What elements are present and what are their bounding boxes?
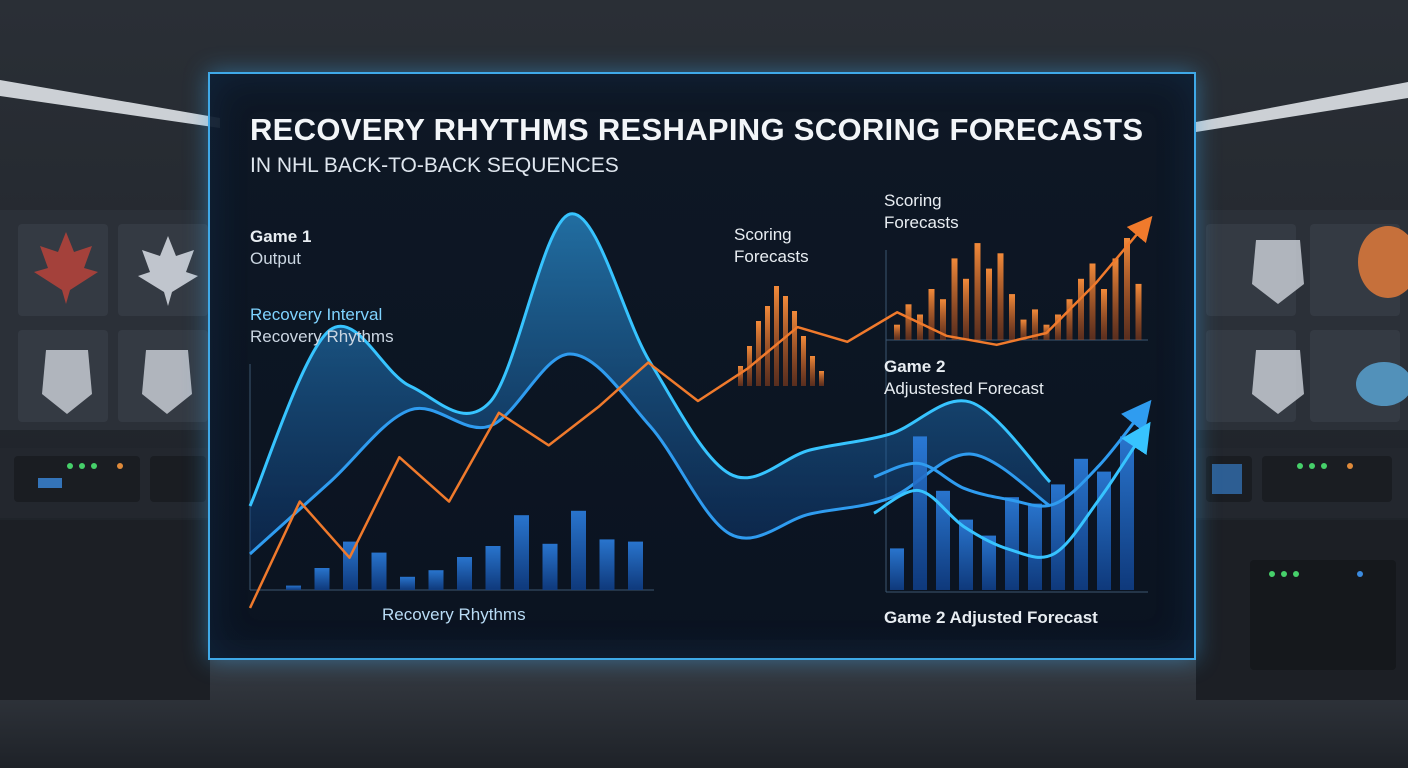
game2-forecast-upper-curve (873, 399, 1152, 508)
game2-forecast-bar (913, 436, 927, 590)
recovery-band-upper-line (248, 212, 1052, 507)
scoring-forecast-mid-bar (801, 336, 806, 386)
recovery-band-area (250, 213, 1050, 554)
scoring-forecast-top-bar (951, 258, 958, 340)
nhl-shield-icon (142, 350, 192, 414)
scoring-forecast-top-bar (917, 314, 923, 340)
label-scoring-mid-1: Scoring (734, 225, 792, 244)
left-logo-wall (0, 210, 210, 700)
label-recovery-interval-title: Recovery Interval (250, 305, 383, 324)
recovery-rhythms-bar (485, 546, 501, 590)
scoring-forecast-mid-bar (738, 366, 743, 386)
label-game2-bottom: Game 2 Adjusted Forecast (884, 607, 1098, 629)
scoring-forecast-mid-bar (756, 321, 761, 386)
scoring-forecast-mid-bar (810, 356, 815, 386)
label-scoring-top-2: Forecasts (884, 213, 959, 232)
game2-forecast-bar (1051, 484, 1065, 590)
recovery-rhythms-bar (428, 570, 444, 590)
label-game1-output: Output (250, 249, 302, 268)
nhl-shield-icon (1252, 350, 1304, 414)
recovery-rhythms-bar (599, 539, 615, 590)
label-game1-title: Game 1 (250, 227, 312, 246)
scoring-forecast-top-bar (1066, 299, 1073, 340)
recovery-rhythms-bar (571, 510, 586, 590)
label-recovery-rhythms-side: Recovery Rhythms (250, 327, 394, 346)
recovery-rhythms-bar (457, 557, 472, 590)
scoring-forecast-top-bar (1135, 283, 1142, 340)
chart-canvas (248, 212, 1153, 609)
recovery-band-lower-line (248, 352, 1051, 556)
nhl-shield-icon (42, 350, 92, 414)
game2-forecast-bar (890, 548, 904, 590)
maple-leaf-icon (34, 232, 98, 304)
label-recovery-interval: Recovery Interval Recovery Rhythms (250, 304, 394, 348)
label-game2-adjusted: Adjustested Forecast (884, 379, 1044, 398)
chart-subtitle: IN NHL BACK-TO-BACK SEQUENCES (250, 154, 619, 177)
scoring-forecast-top-bar (1078, 278, 1084, 340)
right-logo-wall (1196, 210, 1408, 700)
scoring-forecast-top-bar (905, 304, 912, 340)
scoring-forecast-top-bar (1055, 314, 1061, 340)
scoring-forecast-top-bar (1032, 309, 1038, 340)
game2-forecast-bar (1028, 503, 1042, 590)
label-scoring-mid-2: Forecasts (734, 247, 809, 266)
scoring-forecast-top-bar (986, 268, 992, 340)
scoring-forecast-top-bar (1089, 263, 1096, 340)
scoring-forecast-top-bar (974, 243, 981, 340)
scoring-forecast-mid-bar (792, 311, 797, 386)
scoring-forecast-top-bar (1112, 258, 1119, 340)
label-scoring-forecasts-mid: Scoring Forecasts (734, 224, 809, 268)
game2-forecast-bar (1005, 497, 1019, 590)
recovery-rhythms-bar (514, 515, 529, 590)
chart-screen: RECOVERY RHYTHMS RESHAPING SCORING FOREC… (208, 72, 1196, 660)
team-logo-icon (1358, 226, 1408, 298)
scoring-forecast-top-bar (1101, 289, 1107, 340)
scoring-forecast-top-bar (1009, 294, 1015, 340)
recovery-rhythms-bar (314, 568, 330, 590)
game2-forecast-bar (936, 490, 950, 590)
recovery-rhythms-bar (343, 541, 358, 590)
scoring-forecast-top-bar (997, 253, 1004, 340)
label-game2-bottom-text: Game 2 Adjusted Forecast (884, 608, 1098, 627)
label-scoring-top-1: Scoring (884, 191, 942, 210)
label-scoring-forecasts-top: Scoring Forecasts (884, 190, 959, 234)
maple-leaf-icon (138, 236, 198, 306)
scoring-forecast-mid-bar (774, 286, 779, 386)
scoring-forecast-top-bar (1020, 319, 1027, 340)
chart-title: RECOVERY RHYTHMS RESHAPING SCORING FOREC… (250, 112, 1144, 147)
recovery-rhythms-bar (400, 576, 415, 590)
scoring-forecast-mid-bar (819, 371, 824, 386)
game2-forecast-bar (1097, 471, 1111, 590)
game2-forecast-bar (959, 519, 973, 590)
recovery-rhythms-bar (286, 585, 301, 590)
scoring-forecast-top-bar (1124, 238, 1130, 340)
recovery-rhythms-bar (542, 543, 558, 590)
recovery-rhythms-bar (628, 541, 643, 590)
label-recovery-rhythms-bottom: Recovery Rhythms (382, 605, 526, 624)
label-game2: Game 2 Adjustested Forecast (884, 356, 1044, 400)
game2-forecast-bar (982, 535, 996, 590)
game2-forecast-bar (1120, 436, 1134, 590)
scoring-forecast-mid-bar (783, 296, 788, 386)
scoring-forecast-top-bar (940, 299, 946, 340)
label-game1: Game 1 Output (250, 226, 311, 270)
team-logo-icon (1356, 362, 1408, 406)
scoring-forecast-mid-bar (765, 306, 770, 386)
scoring-forecast-top-bar (928, 289, 935, 340)
recovery-rhythms-bar (371, 552, 387, 590)
label-game2-title: Game 2 (884, 357, 946, 376)
game2-forecast-lower-curve (873, 421, 1151, 559)
nhl-shield-icon (1252, 240, 1304, 304)
scoring-forecast-top-bar (963, 278, 969, 340)
scoring-forecast-top-bar (894, 324, 900, 340)
orange-trend-line (248, 215, 1153, 609)
